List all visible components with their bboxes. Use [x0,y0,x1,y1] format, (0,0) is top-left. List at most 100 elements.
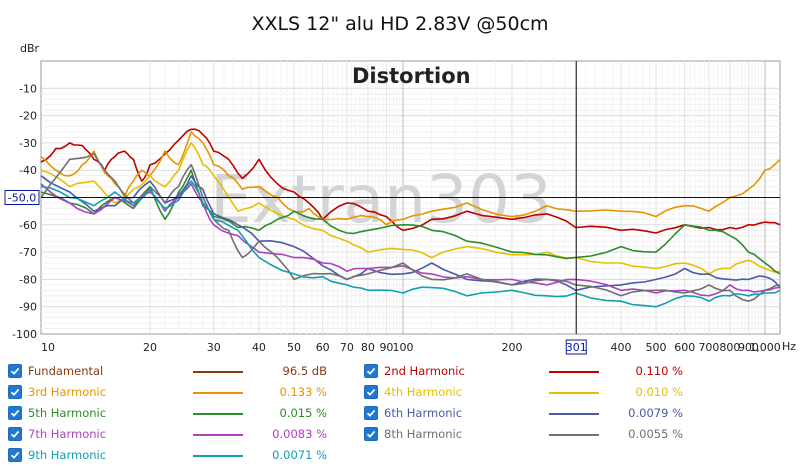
check-icon [10,388,20,396]
x-tick-label: 600 [674,341,695,354]
y-tick-label: -90 [19,301,37,314]
series-line-8th-harmonic [40,153,781,302]
x-tick-label: 900 [738,341,759,354]
chart-annotation: Distortion [352,64,471,88]
legend-checkbox[interactable] [8,406,22,420]
cursor-y-box [4,190,40,205]
x-tick-label: 100 [393,341,414,354]
x-tick-label: 800 [719,341,740,354]
legend-label: 5th Harmonic [28,406,107,420]
check-icon [366,430,376,438]
legend-swatch [193,413,243,415]
legend-checkbox[interactable] [364,364,378,378]
y-tick-label: -80 [19,273,37,286]
legend-swatch [193,434,243,436]
legend-label: 8th Harmonic [384,427,463,441]
cursor[interactable]: -50.0 301 [4,61,780,355]
x-tick-label: 60 [316,341,330,354]
legend-swatch [193,371,243,373]
x-tick-label: 10 [41,341,55,354]
legend-checkbox[interactable] [364,427,378,441]
x-tick-label: 500 [646,341,667,354]
legend-checkbox[interactable] [364,406,378,420]
x-tick-label: 80 [361,341,375,354]
legend-label: Fundamental [28,364,104,378]
legend-value: 0.110 % [635,364,683,378]
legend-swatch [549,413,599,415]
legend-checkbox[interactable] [8,364,22,378]
legend-entry-6th-harmonic: 6th Harmonic 0.0079 % [356,404,686,424]
chart: XXLS 12" alu HD 2.83V @50cm dBr Extran30… [4,13,796,355]
series-group [40,128,781,308]
legend-swatch [549,434,599,436]
legend: Fundamental 96.5 dB 2nd Harmonic 0.110 % 3rd… [0,360,800,470]
legend-value: 0.0079 % [628,406,683,420]
legend-value: 0.010 % [635,385,683,399]
legend-entry-fundamental: Fundamental 96.5 dB [0,362,330,382]
x-tick-label: 70 [340,341,354,354]
y-tick-label: -40 [19,164,37,177]
watermark: Extran303 [210,161,552,238]
tick-labels: -10 -20 -30 -40 -60 -70 -80 -90 -100 10 20 30 40 50 60… [12,82,781,354]
y-axis-label: dBr [20,42,40,55]
check-icon [10,409,20,417]
legend-label: 6th Harmonic [384,406,463,420]
legend-checkbox[interactable] [364,385,378,399]
series-line-4th-harmonic [40,142,781,275]
x-tick-label: 700 [698,341,719,354]
y-tick-label: -100 [12,328,37,341]
cursor-x-label: 301 [566,341,587,354]
x-axis-unit: Hz [782,340,796,353]
legend-value: 0.0083 % [272,427,327,441]
legend-entry-5th-harmonic: 5th Harmonic 0.015 % [0,404,330,424]
cursor-x-box [565,339,587,355]
x-tick-label: 20 [143,341,157,354]
legend-label: 9th Harmonic [28,448,107,462]
legend-checkbox[interactable] [8,448,22,462]
y-tick-label: -30 [19,137,37,150]
legend-value: 0.133 % [279,385,327,399]
cursor-y-label: -50.0 [8,192,36,205]
x-tick-label: 50 [287,341,301,354]
series-line-9th-harmonic [40,180,781,308]
legend-checkbox[interactable] [8,427,22,441]
legend-entry-9th-harmonic: 9th Harmonic 0.0071 % [0,446,330,466]
series-line-2nd-harmonic [40,128,781,234]
check-icon [10,367,20,375]
x-tick-label: 30 [207,341,221,354]
legend-value: 0.015 % [279,406,327,420]
legend-label: 3rd Harmonic [28,385,107,399]
y-tick-label: -10 [19,82,37,95]
x-tick-label: 40 [252,341,266,354]
x-tick-label: 1,000 [749,341,781,354]
legend-label: 7th Harmonic [28,427,107,441]
legend-entry-7th-harmonic: 7th Harmonic 0.0083 % [0,425,330,445]
legend-entry-2nd-harmonic: 2nd Harmonic 0.110 % [356,362,686,382]
legend-label: 2nd Harmonic [384,364,465,378]
check-icon [366,367,376,375]
legend-entry-3rd-harmonic: 3rd Harmonic 0.133 % [0,383,330,403]
legend-value: 0.0071 % [272,448,327,462]
legend-swatch [193,455,243,457]
legend-checkbox[interactable] [8,385,22,399]
legend-label: 4th Harmonic [384,385,463,399]
check-icon [366,388,376,396]
legend-swatch [549,371,599,373]
legend-value: 96.5 dB [282,364,327,378]
legend-swatch [193,392,243,394]
check-icon [10,430,20,438]
legend-swatch [549,392,599,394]
y-tick-label: -20 [19,110,37,123]
check-icon [366,409,376,417]
legend-entry-4th-harmonic: 4th Harmonic 0.010 % [356,383,686,403]
y-tick-label: -70 [19,246,37,259]
legend-entry-8th-harmonic: 8th Harmonic 0.0055 % [356,425,686,445]
series-line-7th-harmonic [40,183,781,297]
check-icon [10,451,20,459]
x-tick-label: 90 [379,341,393,354]
y-tick-label: -60 [19,219,37,232]
x-tick-label: 400 [610,341,631,354]
chart-title: XXLS 12" alu HD 2.83V @50cm [251,13,548,35]
x-tick-label: 200 [501,341,522,354]
legend-value: 0.0055 % [628,427,683,441]
